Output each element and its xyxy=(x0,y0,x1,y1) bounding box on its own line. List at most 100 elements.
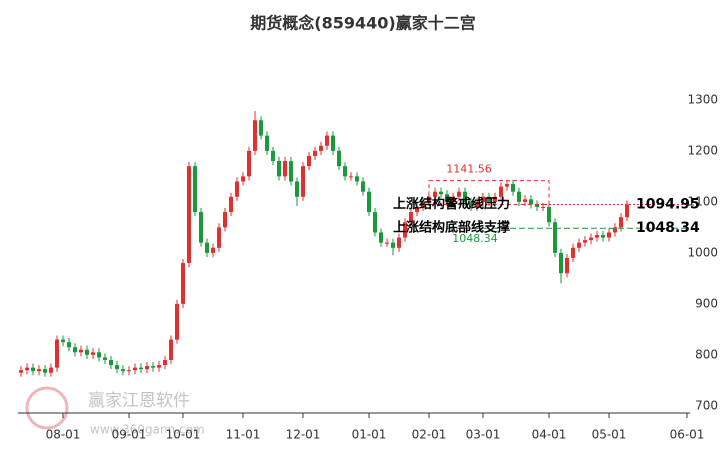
watermark-url: www.360gann.com xyxy=(90,423,205,437)
watermark: 赢家江恩软件 www.360gann.com xyxy=(25,386,205,437)
candle-body xyxy=(85,349,89,355)
candle-body xyxy=(625,204,629,218)
candle-body xyxy=(103,357,107,360)
level-name: 上涨结构警戒线压力 xyxy=(393,196,510,212)
candle-body xyxy=(25,367,29,371)
candle-body xyxy=(277,161,281,177)
candle-body xyxy=(607,232,611,238)
level-value: 1094.95 xyxy=(636,196,700,212)
candle-body xyxy=(133,367,137,371)
candle-body xyxy=(49,367,53,373)
candle-body xyxy=(37,369,41,372)
x-tick-label: 02-01 xyxy=(412,428,447,442)
candle-body xyxy=(235,181,239,197)
candle-body xyxy=(175,303,179,340)
x-tick-label: 08-01 xyxy=(46,428,81,442)
candle-body xyxy=(61,339,65,343)
candle-body xyxy=(169,339,173,360)
candle-body xyxy=(571,247,575,258)
watermark-text: 赢家江恩软件 xyxy=(88,391,190,411)
y-tick-label: 1000 xyxy=(687,245,718,259)
x-tick-label: 11-01 xyxy=(226,428,261,442)
candle-body xyxy=(433,191,437,197)
candle-body xyxy=(55,339,59,368)
candle-body xyxy=(247,150,251,177)
candle-body xyxy=(139,367,143,370)
candle-body xyxy=(157,365,161,368)
candle-body xyxy=(613,227,617,233)
candle-body xyxy=(391,242,395,248)
candle-body xyxy=(301,166,305,197)
candle-body xyxy=(337,150,341,167)
candle-body xyxy=(199,212,203,243)
candle-body xyxy=(259,120,263,136)
candle-body xyxy=(79,349,83,353)
candle-body xyxy=(43,369,47,373)
candle-body xyxy=(181,263,185,304)
candle-body xyxy=(421,201,425,207)
candle-body xyxy=(403,222,407,238)
candle-body xyxy=(475,201,479,207)
x-tick-label: 05-01 xyxy=(592,428,627,442)
candle-body xyxy=(205,242,209,253)
candle-body xyxy=(319,145,323,151)
candle-body xyxy=(343,166,347,177)
x-tick-label: 01-01 xyxy=(352,428,387,442)
candle-body xyxy=(145,366,149,370)
candle-body xyxy=(97,352,101,358)
candle-body xyxy=(523,199,527,202)
candle-body xyxy=(577,242,581,248)
candle-body xyxy=(217,227,221,248)
x-tick-label: 09-01 xyxy=(112,428,147,442)
candle-body xyxy=(283,161,287,177)
candle-body xyxy=(547,206,551,223)
box-high-label: 1141.56 xyxy=(446,163,492,176)
candle-body xyxy=(463,191,467,202)
candle-body xyxy=(559,252,563,274)
candle-body xyxy=(373,212,377,233)
candle-body xyxy=(439,191,443,195)
candle-body xyxy=(595,235,599,238)
candle-body xyxy=(397,237,401,248)
support-small-label: 1048.34 xyxy=(452,232,498,245)
candle-body xyxy=(349,176,353,178)
candle-body xyxy=(469,201,473,207)
candle-body xyxy=(121,369,125,372)
candle-body xyxy=(289,161,293,182)
level-value: 1048.34 xyxy=(636,220,700,236)
candle-body xyxy=(109,359,113,366)
x-tick-label: 06-01 xyxy=(670,428,705,442)
candle-body xyxy=(361,181,365,192)
candle-body xyxy=(211,247,215,253)
candle-body xyxy=(151,366,155,368)
candle-body xyxy=(451,196,455,202)
candle-body xyxy=(583,240,587,243)
candle-body xyxy=(457,191,461,197)
candle-body xyxy=(187,166,191,264)
candle-body xyxy=(619,217,623,228)
candle-body xyxy=(529,199,533,205)
candle-body xyxy=(193,166,197,213)
y-tick-label: 700 xyxy=(695,398,718,412)
candle-body xyxy=(367,191,371,213)
candle-body xyxy=(535,204,539,207)
candle-body xyxy=(115,365,119,370)
x-tick-label: 10-01 xyxy=(166,428,201,442)
x-tick-label: 03-01 xyxy=(466,428,501,442)
x-tick-label: 12-01 xyxy=(286,428,321,442)
candle-body xyxy=(499,186,503,197)
candle-body xyxy=(601,235,605,238)
candle-body xyxy=(589,237,593,241)
candle-body xyxy=(541,206,545,208)
candle-body xyxy=(493,196,497,202)
candle-body xyxy=(127,370,131,372)
candle-body xyxy=(445,194,449,202)
candle-body xyxy=(409,212,413,223)
candle-body xyxy=(271,150,275,162)
candle-body xyxy=(481,196,485,202)
candle-body xyxy=(379,232,383,243)
candle-body xyxy=(313,150,317,156)
x-tick-label: 04-01 xyxy=(532,428,567,442)
candle-body xyxy=(253,120,257,151)
